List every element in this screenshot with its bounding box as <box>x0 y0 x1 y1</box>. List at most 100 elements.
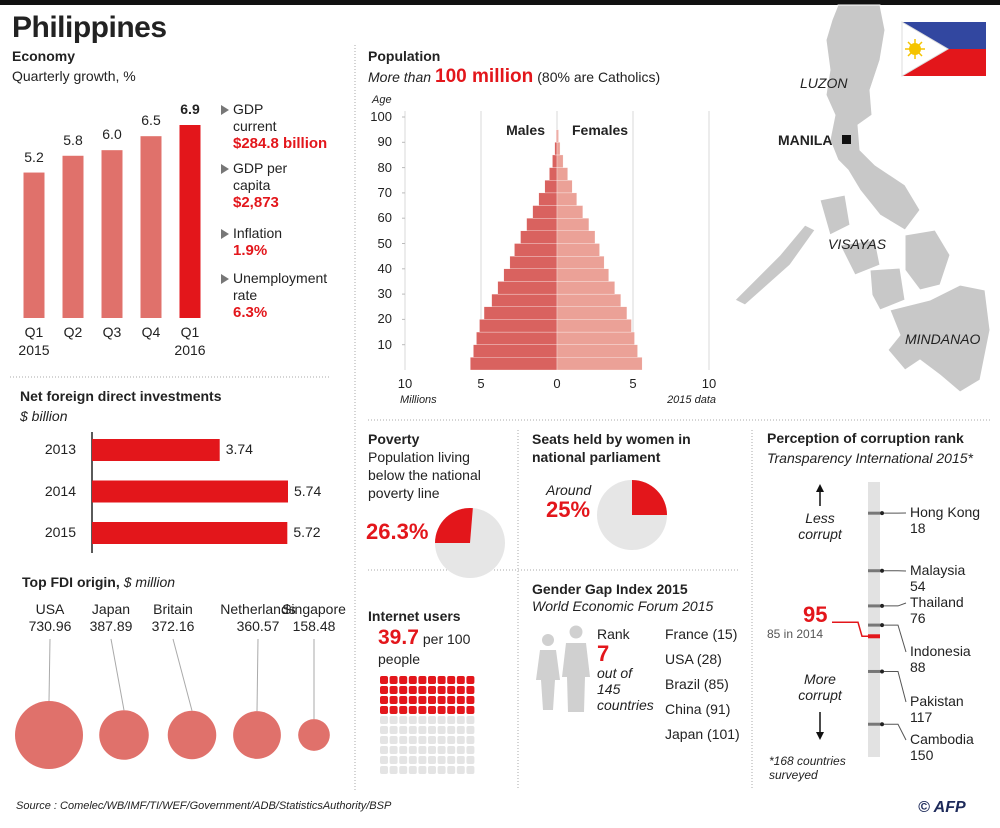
bar <box>556 230 596 244</box>
section-subtitle: World Economic Forum 2015 <box>532 598 714 614</box>
subtitle-prefix: More than <box>368 69 432 85</box>
chart-subtitle: Transparency International 2015* <box>767 450 973 466</box>
unit-label: per 100 people <box>378 631 471 667</box>
waffle-cell <box>389 706 398 714</box>
connector-dot <box>880 603 884 608</box>
rank-scale <box>868 482 880 757</box>
chart-title: Seats held by women in national parliame… <box>532 431 691 465</box>
waffle-cell <box>399 726 408 734</box>
stat-value: $284.8 billion <box>233 135 328 152</box>
direction-label: Less corrupt <box>798 510 842 542</box>
subtitle-suffix: (80% are Catholics) <box>537 69 661 85</box>
rank-label: 54 <box>910 578 926 594</box>
leader-line <box>110 638 125 711</box>
map-label: VISAYAS <box>828 236 887 252</box>
waffle-cell <box>380 726 388 734</box>
waffle-cell <box>428 706 436 714</box>
bar <box>549 167 558 181</box>
footnote: *168 countries surveyed <box>769 754 846 782</box>
stat-value: 6.3% <box>233 304 268 321</box>
value-label: 360.57 <box>236 618 280 634</box>
country-label: Cambodia <box>910 731 974 747</box>
stat-label: Unemployment rate <box>233 270 328 303</box>
bar <box>62 155 84 318</box>
stat-label: GDP current <box>233 101 277 134</box>
waffle-cell <box>408 746 417 754</box>
waffle-cell <box>389 716 398 724</box>
bullet <box>221 274 229 284</box>
waffle-cell <box>428 686 436 694</box>
direction-label: More corrupt <box>798 671 842 703</box>
waffle-cell <box>456 686 465 694</box>
waffle-cell <box>399 686 408 694</box>
bar <box>483 306 558 320</box>
waffle-cell <box>456 766 465 774</box>
waffle-cell <box>380 686 388 694</box>
value-label: 6.9 <box>180 101 200 117</box>
chart-subtitle: $ billion <box>20 408 68 424</box>
y-tick-label: 90 <box>377 134 392 150</box>
highlight-connector <box>832 621 868 638</box>
country-rank: China (91) <box>665 701 731 717</box>
head <box>569 625 583 639</box>
value-label: 5.2 <box>24 148 44 165</box>
stat: Inflation 1.9% <box>233 225 295 259</box>
connector-dot <box>880 568 884 573</box>
value-label: 6.0 <box>102 126 122 143</box>
waffle-cell <box>437 696 446 704</box>
connector-dot <box>880 623 884 628</box>
stat: GDP per capita $2,873 <box>233 160 295 211</box>
leader-line <box>256 638 259 712</box>
waffle-cell <box>447 686 456 694</box>
source: Source : Comelec/WB/IMF/TI/WEF/Governmen… <box>16 800 392 812</box>
waffle-cell <box>399 716 408 724</box>
leader-line <box>48 638 51 702</box>
waffle-cell <box>399 736 408 744</box>
waffle-cell <box>437 766 446 774</box>
island <box>904 229 951 291</box>
waffle-cell <box>389 686 398 694</box>
bar <box>497 281 558 295</box>
waffle-cell <box>428 726 436 734</box>
waffle-cell <box>380 766 388 774</box>
island <box>869 267 906 311</box>
head <box>542 634 554 646</box>
separators <box>10 45 990 790</box>
bar <box>552 154 558 168</box>
top-bar <box>0 0 1000 5</box>
bar <box>470 357 558 371</box>
waffle-cell <box>389 676 398 684</box>
bar <box>538 192 558 206</box>
bullet <box>221 229 229 239</box>
bar <box>556 180 573 194</box>
x-tick-label: 5 <box>477 376 485 391</box>
category-label: Q2 <box>63 324 83 340</box>
value-label: 26.3% <box>366 519 429 544</box>
bar <box>92 522 288 544</box>
waffle-cell <box>380 716 388 724</box>
bubble <box>298 719 330 751</box>
waffle-cell <box>399 766 408 774</box>
bar <box>520 230 558 244</box>
bar <box>556 142 561 156</box>
category-label: Q3 <box>102 324 122 340</box>
rank-label: 18 <box>910 520 926 536</box>
chart-title: Population <box>368 48 441 64</box>
waffle-cell <box>447 746 456 754</box>
bar <box>556 167 568 181</box>
bullet <box>221 164 229 174</box>
waffle-cell <box>447 696 456 704</box>
section-title: Gender Gap Index 2015 <box>532 581 688 597</box>
bar <box>556 344 638 358</box>
waffle-cell <box>408 756 417 764</box>
chart-subtitle: $ million <box>123 574 176 590</box>
bar <box>556 281 615 295</box>
waffle-cell <box>418 736 427 744</box>
waffle-cell <box>428 756 436 764</box>
waffle-cell <box>456 736 465 744</box>
category-label: Q1 2016 <box>174 324 206 358</box>
waffle-cell <box>466 736 475 744</box>
bar <box>476 331 558 345</box>
bullet <box>221 105 229 115</box>
x-tick-label: 10 <box>701 376 717 391</box>
